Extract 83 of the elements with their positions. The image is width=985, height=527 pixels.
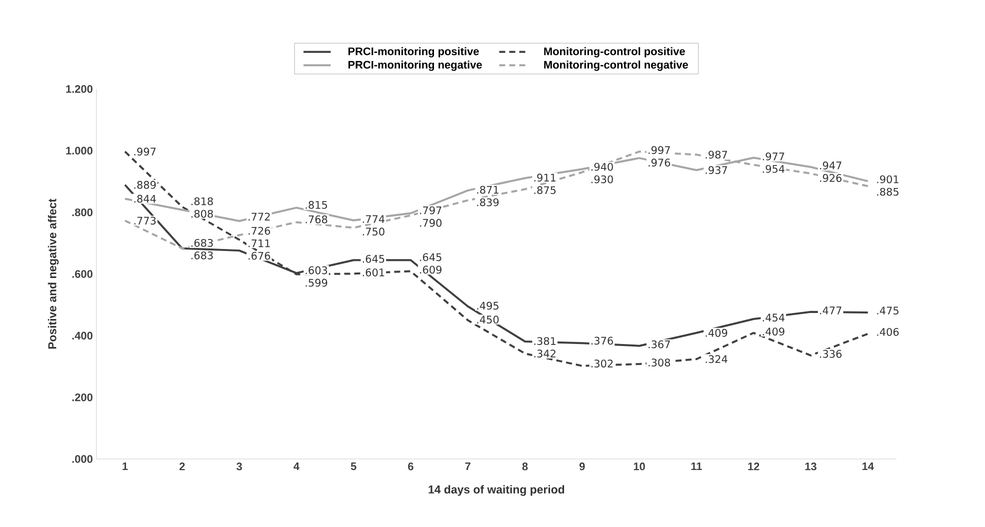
x-tick-label: 5 [350, 462, 356, 470]
y-tick-label: .600 [72, 270, 92, 278]
x-tick-label: 3 [236, 462, 242, 470]
data-label: .954 [762, 164, 784, 173]
data-label: .676 [248, 252, 270, 260]
x-tick-label: 12 [748, 462, 760, 470]
data-label: .875 [534, 186, 556, 194]
data-label: .601 [362, 268, 384, 276]
data-label: .645 [362, 254, 384, 263]
data-label: .987 [706, 150, 728, 159]
data-label: .930 [591, 175, 613, 184]
x-tick-label: 10 [634, 462, 645, 470]
data-label: .324 [706, 355, 728, 364]
legend-label: PRCI-monitoring positive [348, 47, 479, 58]
data-label: .977 [762, 152, 784, 160]
data-label: .406 [877, 328, 899, 336]
data-label: .599 [306, 278, 328, 287]
x-tick-label: 9 [579, 462, 585, 470]
y-axis-title: Positive and negative affect [48, 198, 59, 349]
x-tick-label: 6 [408, 462, 414, 470]
data-label: .901 [877, 175, 898, 184]
data-label: .367 [648, 340, 670, 348]
data-label: .450 [477, 316, 499, 324]
x-tick-label: 8 [522, 462, 528, 470]
y-tick-label: 1.000 [66, 146, 92, 155]
data-label: .768 [306, 215, 328, 224]
x-tick-label: 4 [294, 462, 300, 470]
data-label: .926 [820, 174, 842, 182]
data-label: .774 [362, 215, 384, 223]
data-label: .976 [648, 158, 670, 167]
data-label: .726 [248, 226, 270, 235]
data-label: .409 [762, 328, 784, 336]
y-tick-label: .800 [72, 208, 92, 216]
data-label: .937 [706, 166, 728, 174]
data-label: .645 [420, 253, 442, 262]
data-label: .683 [191, 251, 213, 260]
data-label: .947 [820, 162, 842, 170]
data-label: .797 [420, 206, 442, 214]
data-label: .308 [648, 358, 670, 366]
data-label: .997 [134, 148, 156, 156]
x-tick-label: 13 [805, 462, 816, 470]
data-label: .772 [248, 212, 270, 220]
y-tick-label: 1.200 [66, 85, 92, 93]
data-label: .336 [820, 350, 842, 358]
y-tick-label: .400 [72, 332, 92, 340]
x-tick-label: 14 [862, 462, 874, 470]
data-label: .815 [306, 200, 327, 209]
data-label: .808 [191, 210, 213, 218]
data-label: .477 [820, 306, 842, 314]
data-label: .773 [134, 216, 156, 225]
y-tick-label: .200 [72, 393, 92, 402]
data-label: .302 [591, 360, 613, 368]
x-tick-label: 11 [691, 462, 702, 470]
x-tick-label: 1 [122, 462, 128, 470]
data-label: .409 [706, 328, 728, 337]
data-label: .818 [191, 197, 213, 206]
data-label: .609 [420, 266, 442, 274]
x-axis-title: 14 days of waiting period [428, 485, 564, 496]
data-label: .603 [306, 266, 328, 274]
legend-label: PRCI-monitoring negative [348, 60, 482, 71]
data-label: .844 [134, 194, 156, 203]
data-label: .940 [591, 162, 613, 171]
data-label: .376 [591, 336, 613, 345]
data-label: .839 [477, 198, 499, 206]
data-label: .475 [877, 306, 898, 315]
data-label: .889 [134, 180, 156, 189]
data-label: .711 [248, 239, 270, 248]
data-label: .381 [534, 337, 556, 345]
legend-label: Monitoring-control negative [544, 60, 688, 71]
data-label: .885 [877, 188, 898, 196]
legend-label: Monitoring-control positive [544, 47, 685, 58]
data-label: .683 [191, 238, 213, 247]
x-tick-label: 7 [465, 462, 470, 470]
data-label: .790 [420, 218, 442, 227]
data-label: .911 [534, 174, 556, 182]
data-label: .750 [362, 228, 384, 236]
data-label: .997 [648, 146, 670, 154]
x-tick-label: 2 [179, 462, 185, 470]
data-label: .454 [762, 314, 784, 322]
data-label: .342 [534, 350, 556, 358]
data-label: .871 [477, 186, 498, 194]
data-label: .495 [477, 302, 498, 310]
y-tick-label: .000 [72, 455, 92, 463]
